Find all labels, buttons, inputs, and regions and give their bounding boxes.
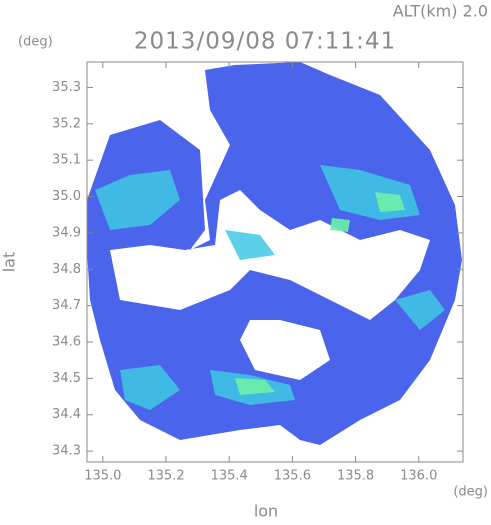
radar-echo [87,62,462,445]
y-tick-label: 34.7 [52,298,81,313]
y-tick-label: 35.1 [52,153,81,168]
x-tick-label: 136.0 [400,469,437,484]
timestamp: 2013/09/08 07:11:41 [134,29,396,55]
x-tick-label: 135.6 [274,469,311,484]
altitude-label: ALT(km) 2.0 [393,2,488,21]
y-tick-label: 34.9 [52,225,81,240]
y-tick-label: 35.2 [52,116,81,131]
y-label: lat [0,252,19,273]
y-tick-label: 34.5 [52,371,81,386]
x-tick-label: 135.2 [147,469,184,484]
x-label: lon [254,502,278,521]
y-tick-label: 34.4 [52,407,81,422]
y-tick-label: 34.6 [52,335,81,350]
y-unit: (deg) [18,35,53,50]
x-unit: (deg) [453,485,488,500]
x-tick-label: 135.8 [337,469,374,484]
y-tick-label: 35.3 [52,80,81,95]
y-tick-label: 34.3 [52,444,81,459]
x-tick-label: 135.4 [211,469,248,484]
y-tick-label: 34.8 [52,262,81,277]
y-tick-label: 35.0 [52,189,81,204]
x-tick-label: 135.0 [84,469,121,484]
plot-frame [86,61,464,463]
